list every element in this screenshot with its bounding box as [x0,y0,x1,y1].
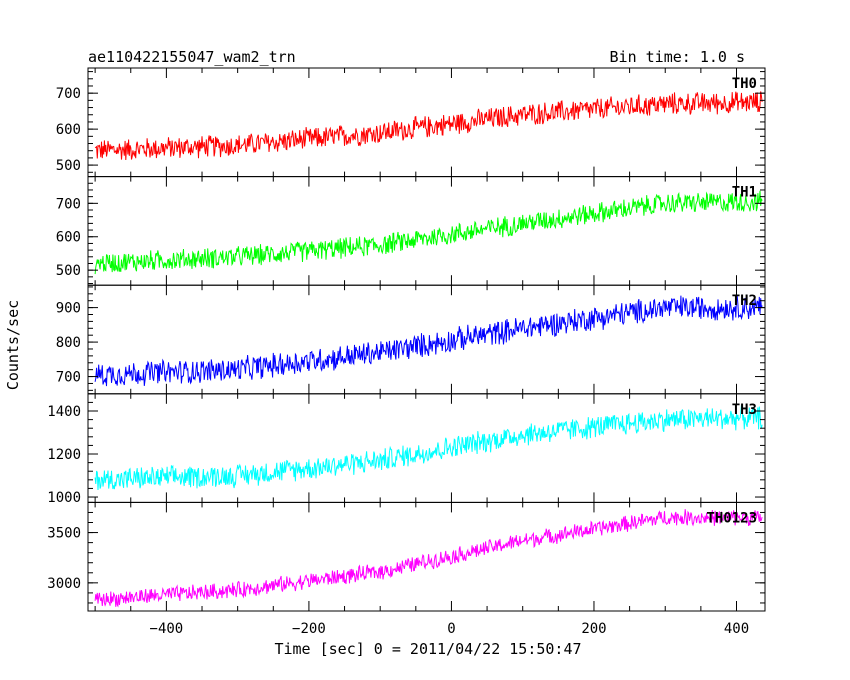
series-th3 [94,405,763,491]
panel-label: TH0123 [706,510,757,526]
series-th1 [94,190,763,275]
y-tick-label: 1200 [47,447,81,463]
y-tick-label: 500 [56,158,81,174]
y-tick-label: 600 [56,122,81,138]
panel-frame [87,393,766,503]
panels: 500 600 700 TH0 500 600 700 TH1 700 800 900 TH2 1000… [47,67,766,637]
y-tick-label: 600 [56,230,81,246]
panel-frame [87,176,766,286]
series-th2 [94,295,763,387]
series-th0 [94,91,763,161]
panel-th0: 500 600 700 TH0 [56,67,766,178]
chart-title: ae110422155047_wam2_trn [88,48,296,66]
y-tick-label: 500 [56,263,81,279]
panel-th3: 1000 1200 1400 TH3 [47,393,766,506]
y-tick-label: 1000 [47,490,81,506]
x-tick-label: 0 [447,621,455,637]
y-tick-label: 900 [56,301,81,317]
y-tick-label: 800 [56,335,81,351]
y-tick-label: 1400 [47,404,81,420]
y-tick-label: 700 [56,86,81,102]
y-tick-label: 700 [56,196,81,212]
x-tick-label: 200 [581,621,606,637]
panel-label: TH3 [732,402,757,418]
panel-th0123: 3000 3500 TH0123 [47,501,766,612]
y-tick-label: 3500 [47,526,81,542]
bin-time-label: Bin time: 1.0 s [610,48,745,66]
series-th0123 [94,509,763,608]
panel-label: TH0 [732,76,757,92]
panel-frame [87,501,766,612]
panel-label: TH2 [732,293,757,309]
x-tick-label: −200 [292,621,326,637]
y-tick-label: 3000 [47,576,81,592]
x-tick-label: 400 [724,621,749,637]
panel-frame [87,67,766,178]
y-tick-label: 700 [56,370,81,386]
x-tick-label: −400 [150,621,184,637]
y-axis-label: Counts/sec [4,300,22,390]
panel-th1: 500 600 700 TH1 [56,176,766,286]
x-axis-label: Time [sec] 0 = 2011/04/22 15:50:47 [274,640,581,658]
panel-label: TH1 [732,185,757,201]
panel-th2: 700 800 900 TH2 [56,284,766,395]
